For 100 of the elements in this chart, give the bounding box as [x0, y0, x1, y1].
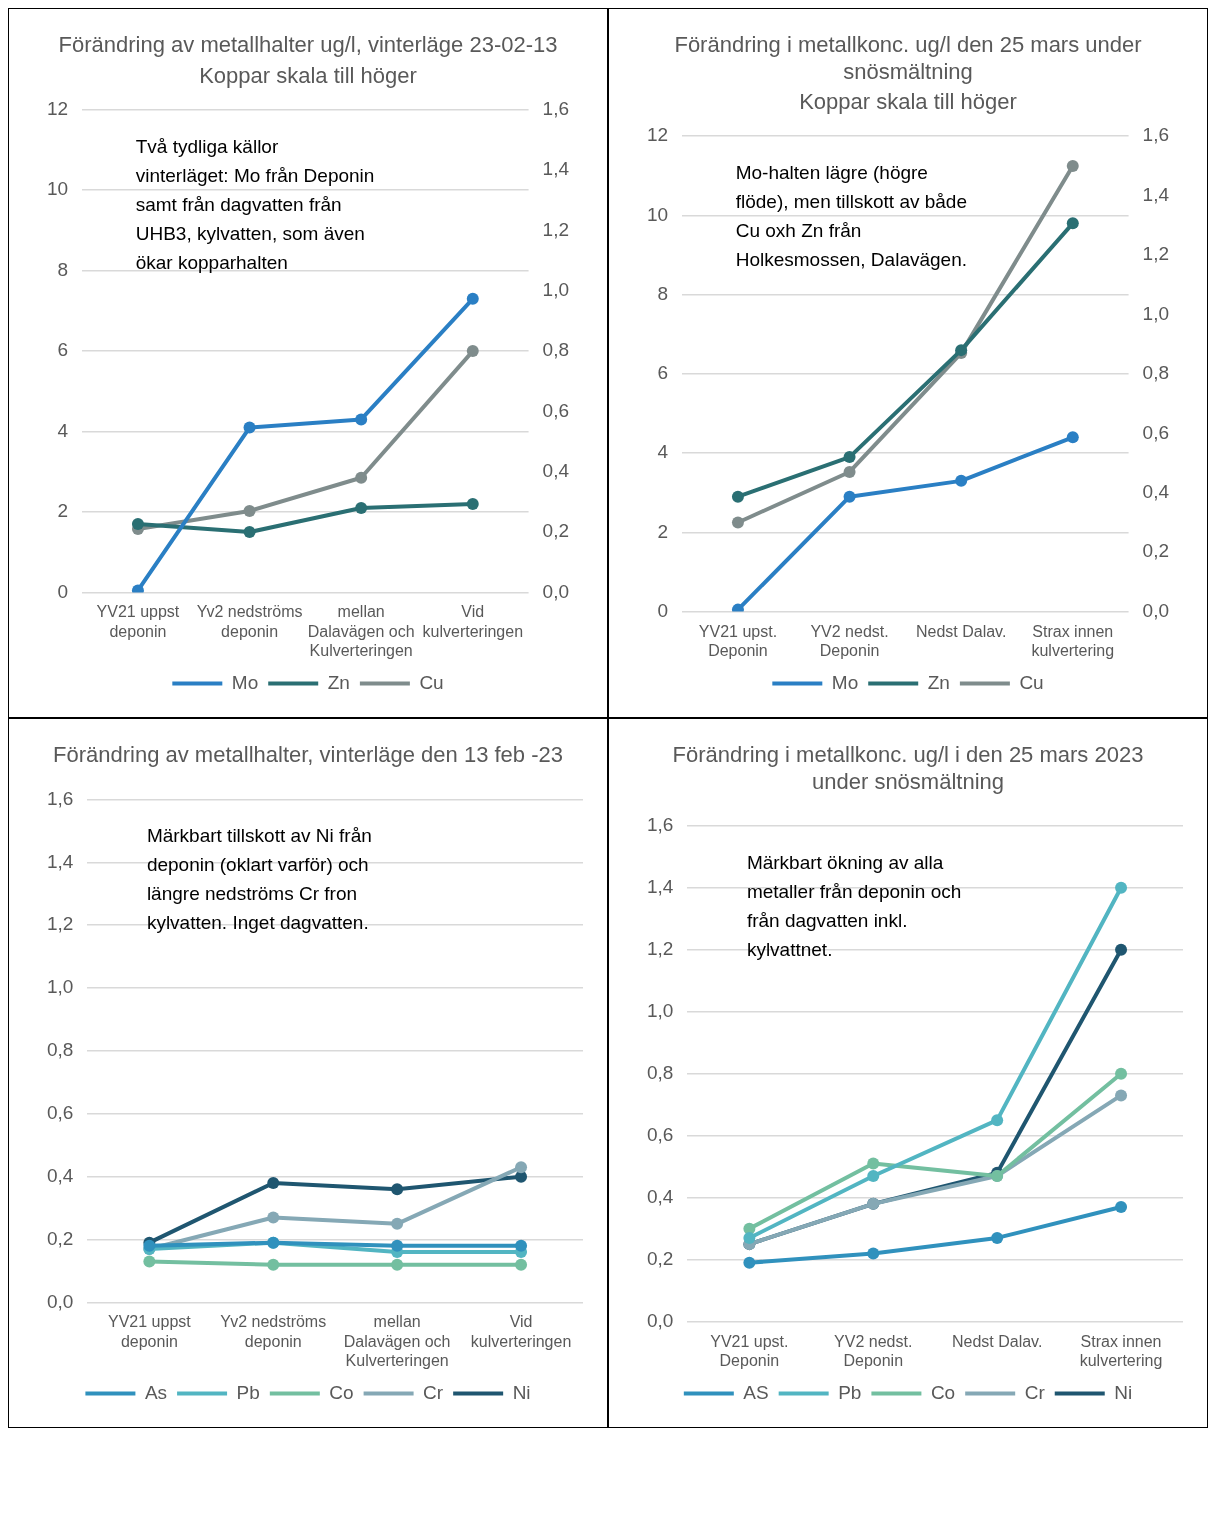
- y-tick-label: 1,2: [46, 913, 74, 935]
- point: [243, 526, 256, 539]
- x-tick-label: YV21 uppst deponin: [107, 1313, 192, 1350]
- y-tick-label: 0,4: [46, 1164, 74, 1186]
- y2-tick-label: 0,6: [542, 399, 570, 421]
- chart-title: Förändring i metallkonc. ug/l den 25 mars under snösmältning: [674, 32, 1142, 84]
- y2-tick-label: 0,4: [542, 459, 570, 481]
- point: [391, 1258, 404, 1271]
- point: [1115, 943, 1128, 956]
- y-tick-label: 6: [57, 339, 69, 361]
- y2-tick-label: 1,2: [1142, 243, 1170, 265]
- x-tick-label: mellan Dalavägen och Kulverteringen: [343, 1313, 451, 1369]
- y-tick-label: 0,6: [646, 1123, 674, 1145]
- point: [991, 1231, 1004, 1244]
- legend-label: Zn: [327, 671, 350, 693]
- x-tick-label: YV21 uppst deponin: [96, 603, 180, 640]
- point: [267, 1176, 280, 1189]
- x-tick-label: YV21 upst. Deponin: [698, 622, 778, 659]
- x-tick-label: YV2 nedst. Deponin: [810, 622, 889, 659]
- point: [243, 504, 256, 517]
- x-tick-label: YV21 upst. Deponin: [710, 1332, 789, 1369]
- y-tick-label: 1,6: [646, 814, 674, 836]
- y2-tick-label: 1,4: [1142, 183, 1170, 205]
- y2-tick-label: 0,6: [1142, 421, 1170, 443]
- y-tick-label: 1,2: [646, 937, 674, 959]
- y2-tick-label: 1,6: [542, 98, 570, 120]
- point: [1115, 1200, 1128, 1213]
- point: [731, 490, 744, 503]
- x-tick-label: Yv2 nedströms deponin: [196, 603, 303, 640]
- y-tick-label: 6: [657, 362, 669, 384]
- annotation: Mo-halten lägre (högre flöde), men tillskott av både Cu oxh Zn från Holkesmossen, Dalavägen.: [735, 161, 968, 270]
- y-tick-label: 0,0: [646, 1309, 674, 1331]
- y2-tick-label: 1,4: [542, 158, 570, 180]
- point: [391, 1217, 404, 1230]
- y-tick-label: 1,4: [646, 876, 674, 898]
- annotation: Märkbart tillskott av Ni från deponin (oklart varför) och längre nedströms Cr fron kylvatten. Inget dagvatten.: [146, 825, 372, 934]
- y-tick-label: 8: [657, 282, 669, 304]
- point: [515, 1239, 528, 1252]
- y2-tick-label: 0,2: [1142, 540, 1170, 562]
- legend-label: Mo: [231, 671, 259, 693]
- y-tick-label: 0,4: [646, 1185, 674, 1207]
- annotation: Märkbart ökning av alla metaller från deponin och från dagvatten inkl. kylvattnet.: [746, 851, 962, 960]
- point: [843, 451, 856, 464]
- legend-label: Ni: [1114, 1381, 1133, 1403]
- y-tick-label: 0,2: [646, 1247, 674, 1269]
- chart-title: Förändring i metallkonc. ug/l i den 25 mars 2023 under snösmältning: [672, 742, 1144, 794]
- chart-title: Förändring av metallhalter, vinterläge den 13 feb -23: [53, 742, 563, 768]
- legend-label: Mo: [831, 671, 859, 693]
- y-tick-label: 0,8: [46, 1039, 74, 1061]
- y2-tick-label: 1,2: [542, 218, 570, 240]
- y-tick-label: 10: [646, 203, 669, 225]
- y-tick-label: 10: [46, 178, 69, 200]
- point: [466, 292, 479, 305]
- point: [466, 345, 479, 358]
- legend-label: As: [144, 1381, 168, 1403]
- x-tick-label: Nedst Dalav.: [951, 1332, 1043, 1350]
- y-tick-label: 0,0: [46, 1290, 74, 1312]
- point: [267, 1211, 280, 1224]
- point: [1066, 431, 1079, 444]
- x-tick-label: Vid kulverteringen: [470, 1313, 572, 1350]
- y-tick-label: 2: [657, 520, 669, 542]
- point: [731, 516, 744, 529]
- x-tick-label: Strax innen kulvertering: [1031, 622, 1115, 659]
- y-tick-label: 0: [657, 599, 669, 621]
- x-tick-label: Nedst Dalav.: [915, 622, 1007, 640]
- point: [843, 490, 856, 503]
- y2-tick-label: 1,0: [1142, 302, 1170, 324]
- point: [843, 465, 856, 478]
- point: [515, 1161, 528, 1174]
- legend-label: Co: [329, 1381, 354, 1403]
- y-tick-label: 4: [57, 419, 69, 441]
- y2-tick-label: 0,2: [542, 520, 570, 542]
- y-tick-label: 12: [46, 98, 69, 120]
- point: [267, 1258, 280, 1271]
- x-tick-label: YV2 nedst. Deponin: [834, 1332, 913, 1369]
- point: [867, 1157, 880, 1170]
- point: [1115, 881, 1128, 894]
- chart-title: Förändring av metallhalter ug/l, vinterläge 23-02-13: [58, 32, 558, 58]
- point: [515, 1258, 528, 1271]
- y2-tick-label: 0,8: [542, 339, 570, 361]
- point: [1115, 1067, 1128, 1080]
- legend-label: Pb: [838, 1381, 862, 1403]
- y-tick-label: 8: [57, 258, 69, 280]
- legend-label: Ni: [512, 1381, 531, 1403]
- point: [867, 1169, 880, 1182]
- legend-label: Cu: [1019, 671, 1044, 693]
- y-tick-label: 1,4: [46, 850, 74, 872]
- point: [867, 1247, 880, 1260]
- point: [131, 518, 144, 531]
- legend-label: Pb: [236, 1381, 260, 1403]
- y2-tick-label: 0,0: [542, 580, 570, 602]
- y-tick-label: 0,8: [646, 1061, 674, 1083]
- y-tick-label: 0,6: [46, 1102, 74, 1124]
- y2-tick-label: 0,8: [1142, 362, 1170, 384]
- point: [355, 471, 368, 484]
- x-tick-label: Strax innen kulvertering: [1079, 1332, 1163, 1369]
- point: [243, 421, 256, 434]
- legend-label: Co: [930, 1381, 956, 1403]
- y2-tick-label: 1,0: [542, 279, 570, 301]
- x-tick-label: Yv2 nedströms deponin: [220, 1313, 327, 1350]
